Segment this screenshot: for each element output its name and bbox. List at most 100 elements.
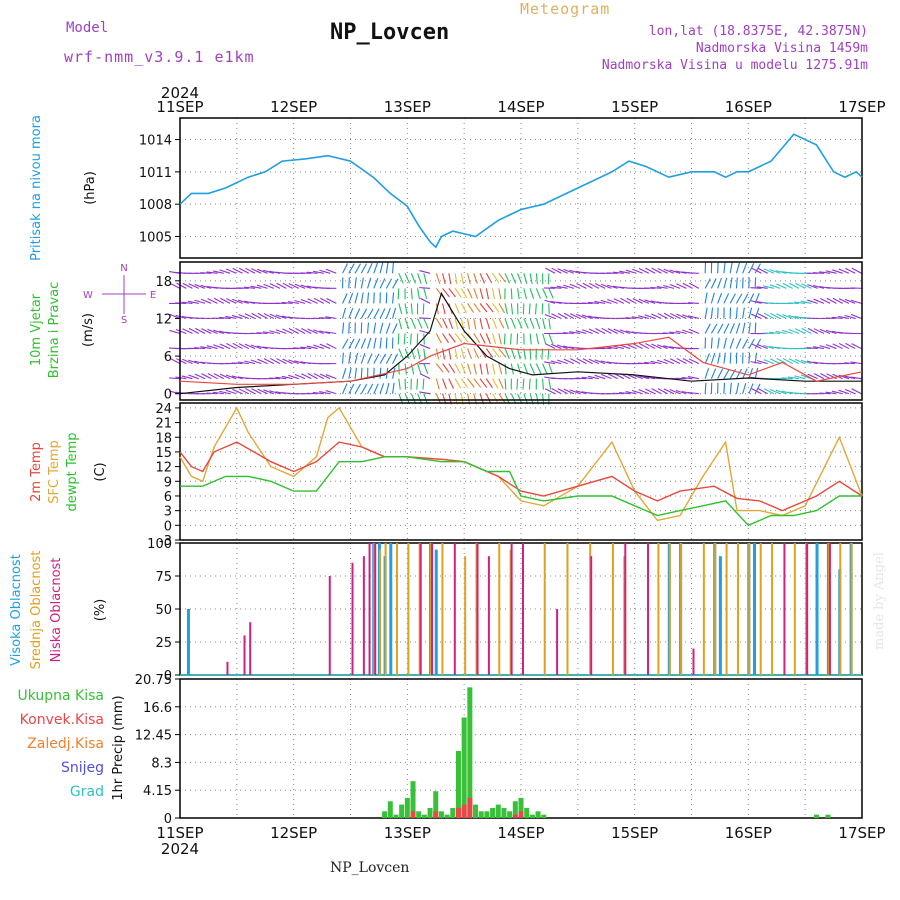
wind-barb	[256, 284, 268, 289]
wind-barb	[657, 344, 668, 350]
cloud-bar	[806, 543, 809, 675]
pressure-ylabel: Pritisak na nivou mora	[29, 115, 44, 261]
wind-barb	[435, 333, 442, 344]
wind-barb	[306, 285, 318, 289]
cloud-bar	[850, 543, 853, 675]
wind-barb	[498, 378, 504, 389]
wind-barb	[313, 297, 325, 304]
wind-barb	[517, 288, 520, 300]
wind-barb	[651, 267, 662, 274]
wind-barb	[313, 344, 324, 350]
wind-barb	[763, 268, 775, 274]
wind-barb	[757, 313, 768, 319]
wind-barb	[313, 373, 325, 380]
wind-barb	[398, 348, 404, 359]
wind-barb	[448, 348, 452, 360]
wind-barb	[826, 297, 837, 304]
wind-barb	[392, 323, 398, 334]
cloud-bar	[498, 543, 501, 675]
wind-barb	[717, 323, 724, 334]
wind-barb	[607, 328, 618, 334]
wind-barb	[570, 358, 581, 365]
wind-gust-line	[179, 336, 863, 385]
wind-barb	[460, 318, 465, 330]
top-tick-label: 17SEP	[838, 98, 885, 116]
wind-barb	[650, 360, 662, 365]
wind-barb	[225, 268, 237, 274]
wind-barb	[276, 358, 287, 365]
wind-barb	[288, 374, 299, 380]
wind-barb	[460, 288, 468, 299]
wind-barb	[231, 362, 243, 365]
wind-barb	[485, 348, 494, 358]
pressure-frame	[179, 117, 863, 259]
wind-barb	[360, 308, 368, 319]
wind-barb	[282, 358, 293, 365]
wind-barb	[625, 330, 637, 335]
wind-barb	[754, 338, 762, 349]
wind-barb	[467, 363, 472, 375]
wind-barb	[498, 303, 506, 314]
temperature-y-tick-label: 0	[164, 519, 172, 534]
cloud-bar	[328, 576, 331, 675]
cloud-bar	[680, 543, 683, 675]
wind-barb	[379, 353, 386, 364]
wind-barb	[544, 361, 556, 365]
wind-barb	[435, 378, 440, 390]
wind-barb	[282, 328, 293, 335]
wind-barb	[245, 388, 256, 395]
wind-barb	[594, 283, 606, 289]
wind-barb	[632, 343, 643, 350]
wind-barb	[813, 373, 825, 380]
bottom-tick-label: 16SEP	[725, 824, 772, 842]
cloud-bar	[431, 543, 434, 675]
wind-barb	[181, 375, 193, 380]
wind-barb	[498, 333, 502, 345]
wind-barb	[751, 343, 762, 350]
wind-barb	[781, 377, 793, 380]
wind-barb	[404, 303, 408, 315]
wind-barb	[850, 376, 862, 380]
wind-barb	[404, 318, 410, 330]
wind-barb	[723, 337, 727, 349]
wind-barb	[669, 283, 681, 289]
wind-barb	[354, 367, 357, 379]
wind-barb	[650, 300, 662, 304]
wind-barb	[742, 322, 746, 334]
wind-barb	[454, 363, 461, 374]
wind-barb	[379, 367, 382, 379]
wind-barb	[201, 373, 212, 380]
wind-barb	[419, 270, 431, 274]
wind-barb	[498, 348, 507, 358]
wind-barb	[206, 345, 218, 350]
wind-barb	[723, 323, 730, 334]
wind-barb	[644, 361, 656, 365]
wind-barb	[769, 358, 781, 365]
wind-barb	[288, 359, 299, 365]
cloud-bar	[378, 549, 381, 675]
wind-barb	[442, 333, 449, 344]
wind-barb	[398, 303, 403, 315]
wind-barb	[542, 318, 546, 330]
wind-barb	[187, 300, 199, 304]
wind-barb	[257, 358, 268, 365]
wind-barb	[548, 318, 551, 330]
wind-barb	[669, 331, 681, 335]
wind-barb	[201, 328, 212, 335]
wind-barb	[419, 373, 431, 380]
wind-barb	[262, 331, 274, 335]
wind-barb	[710, 292, 715, 304]
wind-barb	[638, 389, 650, 395]
wind-barb	[417, 348, 421, 360]
wind-barb	[838, 298, 850, 304]
wind-barb	[838, 268, 850, 274]
wind-barb	[467, 288, 473, 299]
wind-barb	[448, 333, 456, 343]
wind-barb	[557, 312, 568, 319]
wind-barb	[492, 393, 499, 404]
wind-barb	[404, 393, 410, 405]
wind-barb	[794, 375, 806, 380]
wind-barb	[385, 337, 388, 349]
wind-barb	[423, 288, 428, 300]
wind-barb	[473, 288, 478, 299]
